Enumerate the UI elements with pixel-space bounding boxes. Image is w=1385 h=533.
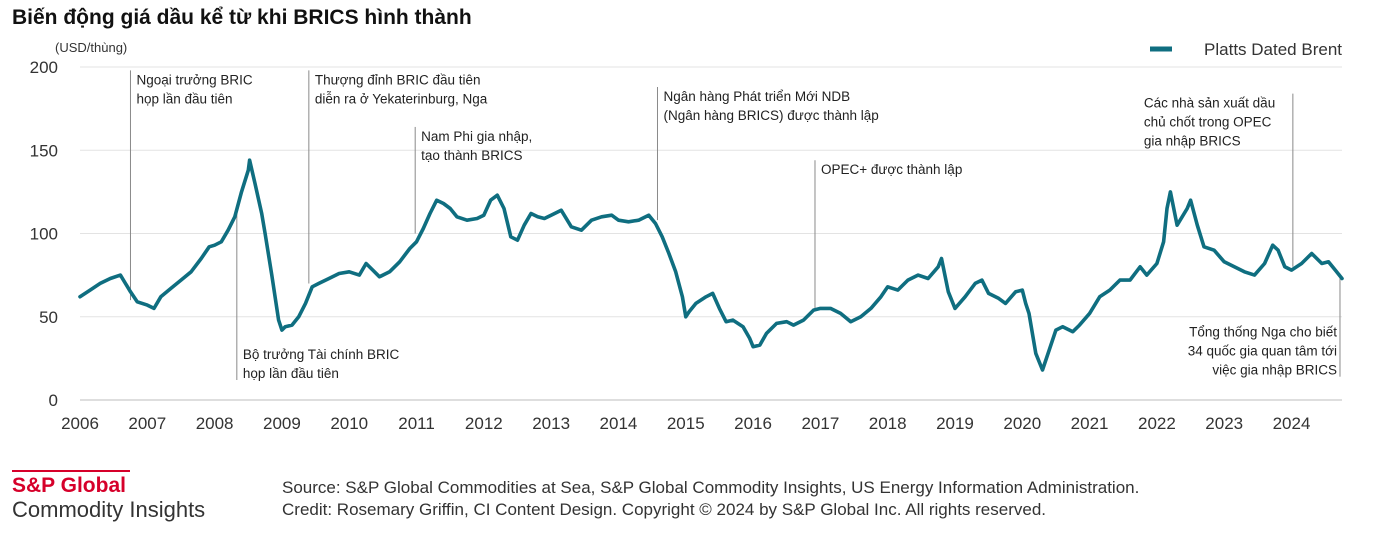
y-tick-label: 200 xyxy=(30,58,58,77)
axes: 0 50 100 150 200 2006 2007 2008 2009 2010 2011 2012… xyxy=(30,40,1342,433)
annotation-text: chủ chốt trong OPEC xyxy=(1144,115,1272,130)
oil-price-line-chart: 0 50 100 150 200 2006 2007 2008 2009 2010 2011 2012… xyxy=(30,40,1344,433)
annotation-text: gia nhập BRICS xyxy=(1144,134,1241,149)
logo-rule xyxy=(12,470,130,472)
annotation-text: OPEC+ được thành lập xyxy=(821,162,962,177)
x-tick-label: 2020 xyxy=(1003,414,1041,433)
x-tick-label: 2021 xyxy=(1071,414,1109,433)
x-tick-label: 2019 xyxy=(936,414,974,433)
annotation-text: Các nhà sản xuất dầu xyxy=(1144,96,1275,111)
x-tick-label: 2017 xyxy=(801,414,839,433)
credit-text: Credit: Rosemary Griffin, CI Content Des… xyxy=(282,500,1047,519)
annotation-text: 34 quốc gia quan tâm tới xyxy=(1188,344,1337,359)
x-tick-label: 2006 xyxy=(61,414,99,433)
legend: Platts Dated Brent xyxy=(1150,40,1342,59)
series-line-platts-dated-brent xyxy=(78,158,1344,372)
series-layer xyxy=(78,158,1344,372)
logo-subtitle: Commodity Insights xyxy=(12,497,206,522)
x-tick-label: 2014 xyxy=(600,414,638,433)
x-tick-label: 2009 xyxy=(263,414,301,433)
annotations: Ngoại trưởng BRIC họp lần đầu tiên Bộ trưở… xyxy=(129,70,1341,381)
x-tick-label: 2023 xyxy=(1205,414,1243,433)
annotation-text: Tổng thống Nga cho biết xyxy=(1189,325,1337,340)
source-text: Source: S&P Global Commodities at Sea, S… xyxy=(282,478,1140,497)
x-tick-label: 2008 xyxy=(196,414,234,433)
x-tick-label: 2011 xyxy=(398,414,435,433)
x-tick-label: 2015 xyxy=(667,414,705,433)
annotation-text: (Ngân hàng BRICS) được thành lập xyxy=(663,108,878,123)
annotation-text: Ngân hàng Phát triển Mới NDB xyxy=(663,89,850,104)
annotation-text: việc gia nhập BRICS xyxy=(1212,363,1337,378)
footer: Source: S&P Global Commodities at Sea, S… xyxy=(282,477,1139,521)
x-tick-label: 2024 xyxy=(1273,414,1311,433)
annotation-text: tạo thành BRICS xyxy=(421,148,522,163)
annotation-text: Ngoại trưởng BRIC xyxy=(136,72,252,87)
annotation-text: Bộ trưởng Tài chính BRIC xyxy=(243,347,400,362)
x-tick-label: 2012 xyxy=(465,414,503,433)
y-tick-label: 150 xyxy=(30,141,58,160)
annotation-text: họp lần đầu tiên xyxy=(136,91,232,106)
x-tick-label: 2013 xyxy=(532,414,570,433)
x-tick-label: 2022 xyxy=(1138,414,1176,433)
sp-global-logo: S&P Global Commodity Insights xyxy=(12,470,205,523)
annotation-text: họp lần đầu tiên xyxy=(243,366,339,381)
x-tick-label: 2016 xyxy=(734,414,772,433)
x-tick-label: 2007 xyxy=(128,414,166,433)
annotation-text: diễn ra ở Yekaterinburg, Nga xyxy=(315,91,488,106)
grid-lines xyxy=(80,66,1342,318)
annotation-text: Thượng đỉnh BRIC đầu tiên xyxy=(315,72,481,87)
x-tick-label: 2010 xyxy=(330,414,368,433)
y-axis-unit-label: (USD/thùng) xyxy=(55,40,127,55)
x-tick-label: 2018 xyxy=(869,414,907,433)
legend-label: Platts Dated Brent xyxy=(1204,40,1342,59)
y-tick-label: 100 xyxy=(30,225,58,244)
y-tick-label: 50 xyxy=(39,308,58,327)
y-tick-label: 0 xyxy=(49,391,58,410)
logo-brand: S&P Global xyxy=(12,474,126,497)
annotation-text: Nam Phi gia nhập, xyxy=(421,129,532,144)
chart-title: Biến động giá dầu kể từ khi BRICS hình t… xyxy=(12,6,472,29)
